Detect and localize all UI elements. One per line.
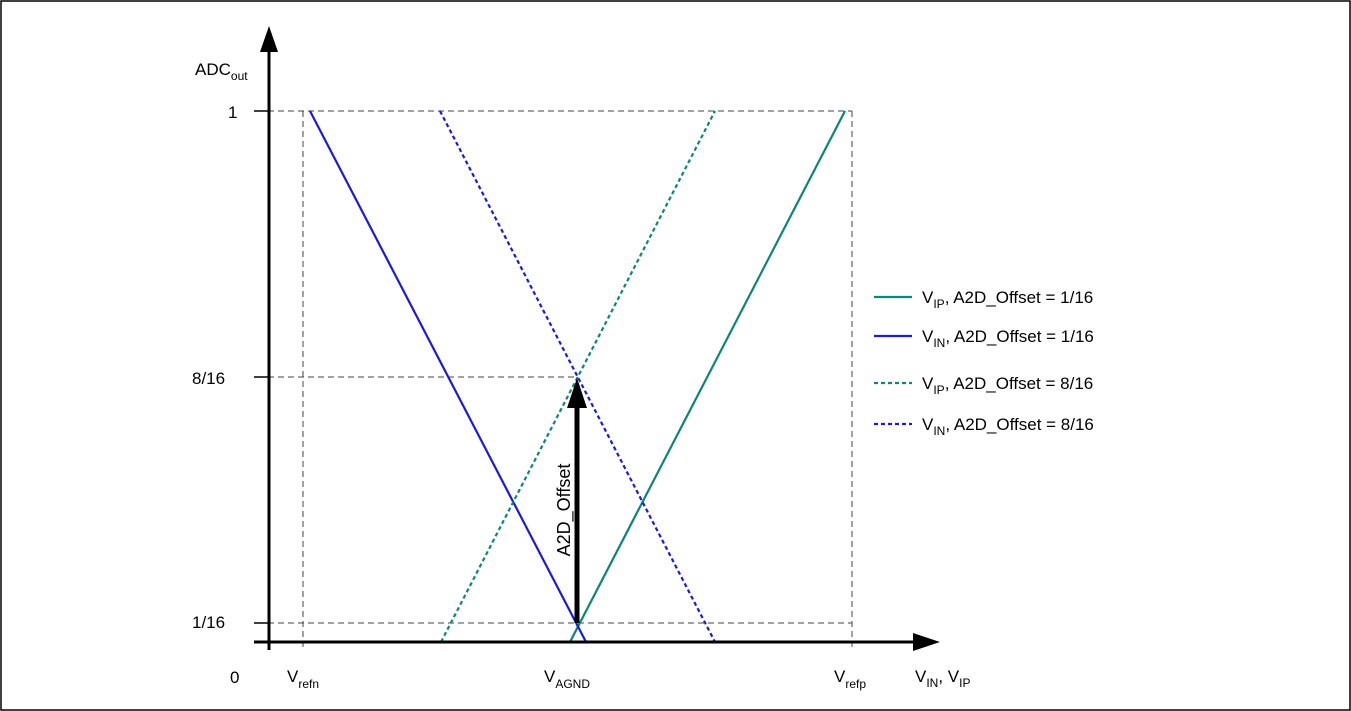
x-axis-arrowhead: [913, 633, 940, 651]
legend-item-vip-8-16: VIP, A2D_Offset = 8/16: [874, 374, 1093, 397]
x-tick-refn-main: V: [287, 667, 299, 686]
legend-sub: IP: [933, 383, 944, 397]
legend-sub: IP: [933, 297, 944, 311]
legend: VIP, A2D_Offset = 1/16 VIN, A2D_Offset =…: [874, 288, 1094, 438]
legend-label-vin-1-16: VIN, A2D_Offset = 1/16: [922, 327, 1094, 350]
x-tick-refp-sub: refp: [845, 677, 866, 691]
vin-offset-1-16-line: [309, 110, 587, 643]
y-tick-label-1: 1: [228, 103, 237, 122]
legend-label-vin-8-16: VIN, A2D_Offset = 8/16: [922, 415, 1094, 438]
x-tick-refp-main: V: [834, 667, 846, 686]
legend-text: , A2D_Offset = 8/16: [945, 374, 1094, 393]
origin-label: 0: [230, 668, 239, 687]
legend-item-vip-1-16: VIP, A2D_Offset = 1/16: [874, 288, 1093, 311]
legend-label-vip-8-16: VIP, A2D_Offset = 8/16: [922, 374, 1093, 397]
y-axis-label: ADCout: [195, 60, 248, 83]
legend-main: V: [922, 374, 934, 393]
legend-item-vin-1-16: VIN, A2D_Offset = 1/16: [874, 327, 1094, 350]
offset-arrow-label: A2D_Offset: [554, 464, 575, 557]
x-tick-agnd-main: V: [544, 667, 556, 686]
x-tick-label-refn: Vrefn: [287, 667, 319, 691]
legend-text: , A2D_Offset = 1/16: [945, 327, 1094, 346]
offset-arrow-head: [567, 378, 587, 408]
x-axis-label: VIN, VIP: [915, 667, 970, 690]
guide-lines: [258, 110, 853, 651]
x-axis-label-sub1: IN: [926, 676, 938, 690]
y-axis-arrowhead: [260, 26, 278, 52]
legend-text: , A2D_Offset = 8/16: [945, 415, 1094, 434]
axes: [254, 26, 940, 651]
x-axis-label-sub2: IP: [959, 676, 970, 690]
x-tick-agnd-sub: AGND: [555, 677, 590, 691]
y-axis-label-sub: out: [231, 69, 248, 83]
legend-item-vin-8-16: VIN, A2D_Offset = 8/16: [874, 415, 1094, 438]
vip-offset-8-16-line: [440, 110, 716, 643]
legend-sub: IN: [933, 336, 945, 350]
y-tick-label-1-16: 1/16: [192, 613, 225, 632]
legend-sub: IN: [933, 424, 945, 438]
vin-offset-8-16-line: [439, 110, 716, 643]
legend-text: , A2D_Offset = 1/16: [945, 288, 1094, 307]
x-tick-refn-sub: refn: [298, 677, 319, 691]
x-tick-label-refp: Vrefp: [834, 667, 866, 691]
legend-main: V: [922, 288, 934, 307]
x-axis-label-sep: ,: [938, 667, 947, 686]
x-tick-label-agnd: VAGND: [544, 667, 590, 691]
legend-main: V: [922, 327, 934, 346]
y-axis-label-main: ADC: [195, 60, 231, 79]
legend-main: V: [922, 415, 934, 434]
legend-label-vip-1-16: VIP, A2D_Offset = 1/16: [922, 288, 1093, 311]
y-tick-label-8-16: 8/16: [192, 369, 225, 388]
x-axis-label-main1: V: [915, 667, 927, 686]
x-axis-label-main2: V: [948, 667, 960, 686]
vip-offset-1-16-line: [569, 110, 846, 643]
